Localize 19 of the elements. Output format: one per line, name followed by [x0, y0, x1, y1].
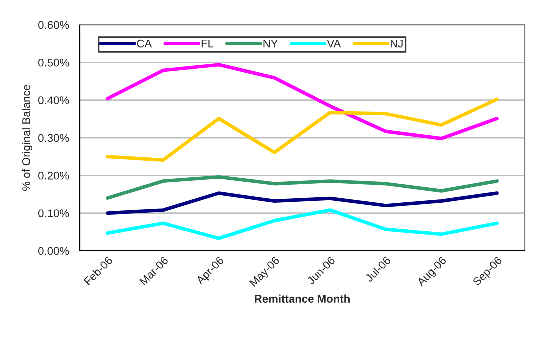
y-tick-label: 0.30%	[38, 134, 70, 142]
y-tick-label: 0.10%	[38, 210, 70, 218]
line-series	[106, 175, 499, 200]
y-tick-label: 0.60%	[38, 21, 70, 30]
y-tick-label: 0.20%	[38, 172, 70, 180]
legend-label: FL	[202, 40, 214, 48]
line-series	[106, 63, 499, 140]
line-series	[106, 208, 499, 240]
legend-label: VA	[327, 40, 342, 48]
legend-label: NJ	[390, 40, 403, 48]
y-tick-label: 0.50%	[38, 58, 70, 67]
legend-label: CA	[137, 40, 152, 48]
y-tick-label: 0.40%	[38, 96, 70, 104]
line-series	[106, 192, 499, 216]
x-axis-title: Remittance Month	[255, 294, 350, 303]
line-series	[106, 98, 499, 162]
legend-label: NY	[264, 40, 278, 48]
y-axis-title: % of Original Balance	[22, 85, 33, 192]
y-tick-label: 0.00%	[38, 247, 70, 256]
